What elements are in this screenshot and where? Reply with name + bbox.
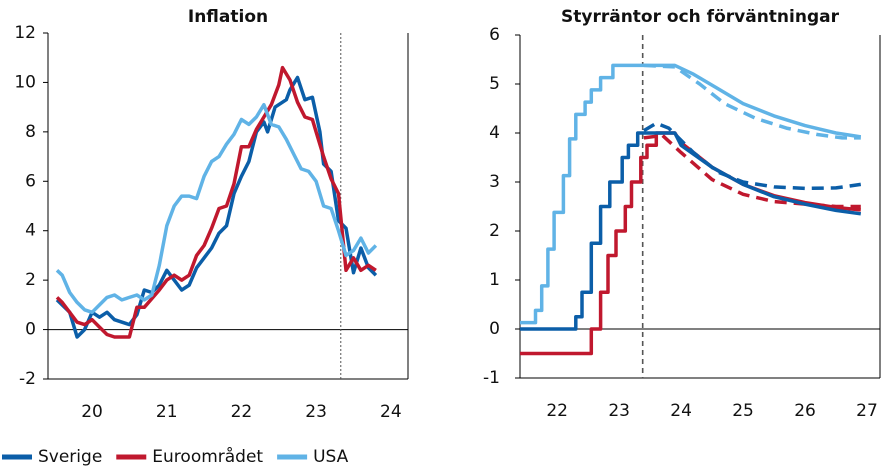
x-tick-label: 25 xyxy=(732,401,754,421)
legend-label: Euroområdet xyxy=(152,446,263,467)
forecast-line xyxy=(643,133,861,209)
forecast-line xyxy=(643,63,861,140)
legend-label: USA xyxy=(313,447,349,467)
x-tick-label: 23 xyxy=(305,402,327,422)
chart-title: Styrräntor och förväntningar xyxy=(561,7,840,27)
y-tick-label: 12 xyxy=(14,23,36,43)
x-tick-label: 22 xyxy=(546,401,568,421)
y-tick-label: 5 xyxy=(489,74,500,94)
y-tick-label: 2 xyxy=(489,221,500,241)
x-tick-label: 27 xyxy=(856,401,878,421)
series-line xyxy=(55,65,377,339)
x-tick-label: 24 xyxy=(670,401,692,421)
legend-label: Sverige xyxy=(38,447,102,467)
x-tick-label: 26 xyxy=(794,401,816,421)
y-tick-label: -1 xyxy=(483,368,500,388)
y-tick-label: 4 xyxy=(25,221,36,241)
x-tick-label: 24 xyxy=(380,402,402,422)
y-tick-label: 10 xyxy=(14,72,36,92)
y-tick-label: 4 xyxy=(489,123,500,143)
y-tick-label: 6 xyxy=(25,171,36,191)
series-line xyxy=(520,63,862,325)
y-tick-label: 1 xyxy=(489,270,500,290)
series-line xyxy=(55,102,378,315)
y-tick-label: 8 xyxy=(25,122,36,142)
chart-title: Inflation xyxy=(188,7,268,27)
y-tick-label: 6 xyxy=(489,25,500,45)
y-tick-label: 0 xyxy=(25,320,36,340)
x-tick-label: 22 xyxy=(231,402,253,422)
x-tick-label: 23 xyxy=(608,401,630,421)
x-tick-label: 20 xyxy=(81,402,103,422)
series-line xyxy=(55,75,378,339)
forecast-line xyxy=(643,121,862,191)
series-line xyxy=(520,131,862,331)
y-tick-label: 0 xyxy=(489,319,500,339)
y-tick-label: 2 xyxy=(25,270,36,290)
x-tick-label: 21 xyxy=(156,402,178,422)
y-tick-label: -2 xyxy=(19,369,36,389)
y-tick-label: 3 xyxy=(489,172,500,192)
